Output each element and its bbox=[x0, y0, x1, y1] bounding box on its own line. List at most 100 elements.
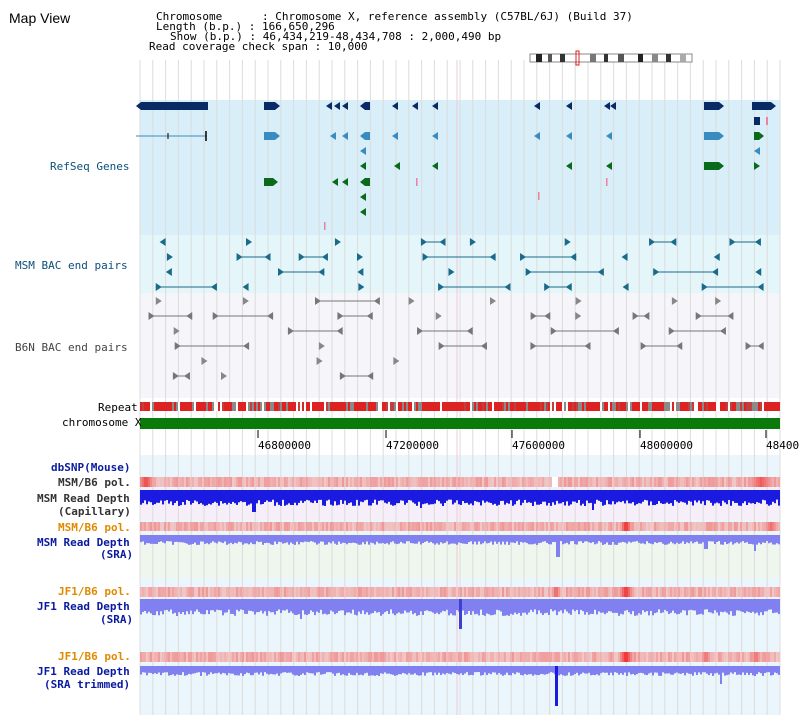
depth-bar bbox=[460, 535, 462, 544]
depth-bar bbox=[616, 490, 618, 503]
repeat-segment bbox=[222, 402, 224, 411]
polymorphism-cell bbox=[306, 522, 308, 531]
polymorphism-cell bbox=[730, 522, 732, 531]
depth-bar bbox=[270, 535, 272, 545]
depth-bar bbox=[252, 535, 254, 545]
polymorphism-cell bbox=[362, 477, 364, 487]
polymorphism-cell bbox=[496, 477, 498, 487]
depth-bar bbox=[218, 599, 220, 611]
polymorphism-cell bbox=[224, 477, 226, 487]
polymorphism-cell bbox=[662, 587, 664, 597]
polymorphism-cell bbox=[594, 652, 596, 662]
depth-bar bbox=[474, 535, 476, 542]
depth-bar bbox=[546, 535, 548, 543]
track-label-msm-pol-2[interactable]: MSM/B6 pol. bbox=[58, 521, 131, 534]
depth-bar bbox=[452, 599, 454, 616]
polymorphism-cell bbox=[702, 522, 704, 531]
depth-bar bbox=[178, 490, 180, 506]
depth-bar bbox=[638, 490, 640, 504]
depth-bar bbox=[320, 599, 322, 610]
repeat-segment bbox=[666, 402, 668, 411]
depth-bar bbox=[562, 599, 564, 614]
gene-arrow bbox=[334, 238, 341, 246]
repeat-segment bbox=[538, 402, 540, 411]
track-label-msm-bac[interactable]: MSM BAC end pairs bbox=[15, 259, 128, 272]
depth-bar bbox=[220, 490, 222, 502]
polymorphism-cell bbox=[430, 587, 432, 597]
polymorphism-cell bbox=[396, 477, 398, 487]
track-label-refseq[interactable]: RefSeq Genes bbox=[50, 160, 130, 173]
depth-bar bbox=[538, 490, 540, 505]
polymorphism-cell bbox=[604, 652, 606, 662]
polymorphism-cell bbox=[514, 522, 516, 531]
track-label-b6n-bac[interactable]: B6N BAC end pairs bbox=[15, 341, 128, 354]
polymorphism-cell bbox=[742, 652, 744, 662]
depth-bar bbox=[158, 535, 160, 543]
depth-bar bbox=[566, 666, 568, 676]
repeat-segment bbox=[478, 402, 480, 411]
polymorphism-cell bbox=[248, 587, 250, 597]
depth-bar bbox=[198, 666, 200, 673]
polymorphism-cell bbox=[214, 477, 216, 487]
polymorphism-cell bbox=[442, 587, 444, 597]
polymorphism-cell bbox=[710, 587, 712, 597]
track-label-msm-pol-1[interactable]: MSM/B6 pol. bbox=[58, 476, 131, 489]
depth-bar bbox=[316, 535, 318, 545]
depth-bar bbox=[192, 599, 194, 615]
depth-bar bbox=[730, 535, 732, 542]
polymorphism-cell bbox=[362, 587, 364, 597]
bac-end-marker bbox=[210, 283, 217, 291]
track-label-jf1-pol-1[interactable]: JF1/B6 pol. bbox=[58, 585, 131, 598]
polymorphism-cell bbox=[672, 522, 674, 531]
polymorphism-cell bbox=[628, 652, 630, 662]
polymorphism-cell bbox=[328, 522, 330, 531]
depth-bar bbox=[144, 599, 146, 611]
depth-bar bbox=[504, 535, 506, 545]
depth-bar bbox=[724, 490, 726, 503]
polymorphism-cell bbox=[632, 522, 634, 531]
polymorphism-cell bbox=[488, 477, 490, 487]
polymorphism-cell bbox=[614, 652, 616, 662]
polymorphism-cell bbox=[166, 522, 168, 531]
polymorphism-cell bbox=[240, 477, 242, 487]
track-label-jf1-pol-2[interactable]: JF1/B6 pol. bbox=[58, 650, 131, 663]
repeat-segment bbox=[240, 402, 242, 411]
polymorphism-cell bbox=[234, 522, 236, 531]
depth-bar bbox=[754, 599, 756, 614]
depth-bar bbox=[278, 535, 280, 542]
track-label-msm-depth-sra[interactable]: MSM Read Depth bbox=[37, 536, 130, 549]
depth-bar bbox=[274, 490, 276, 506]
depth-bar bbox=[542, 535, 544, 542]
axis-tick-label: 48400 bbox=[766, 439, 800, 452]
depth-bar bbox=[414, 599, 416, 614]
depth-bar bbox=[628, 490, 630, 504]
polymorphism-cell bbox=[350, 522, 352, 531]
polymorphism-cell bbox=[510, 477, 512, 487]
track-label-jf1-depth-sra[interactable]: JF1 Read Depth bbox=[37, 600, 130, 613]
polymorphism-cell bbox=[372, 522, 374, 531]
polymorphism-cell bbox=[576, 652, 578, 662]
repeat-segment bbox=[680, 402, 682, 411]
depth-bar bbox=[604, 535, 606, 545]
depth-bar bbox=[638, 535, 640, 543]
polymorphism-cell bbox=[382, 587, 384, 597]
polymorphism-cell bbox=[222, 652, 224, 662]
polymorphism-cell bbox=[244, 522, 246, 531]
polymorphism-cell bbox=[360, 587, 362, 597]
gene-arrow bbox=[201, 357, 208, 365]
polymorphism-cell bbox=[436, 522, 438, 531]
depth-bar bbox=[688, 666, 690, 674]
depth-bar bbox=[688, 490, 690, 501]
depth-bar bbox=[254, 535, 256, 545]
polymorphism-cell bbox=[720, 477, 722, 487]
track-label-jf1-depth-trim[interactable]: JF1 Read Depth bbox=[37, 665, 130, 678]
polymorphism-cell bbox=[192, 522, 194, 531]
bac-end-marker bbox=[757, 283, 764, 291]
depth-bar bbox=[542, 490, 544, 502]
polymorphism-cell bbox=[490, 477, 492, 487]
repeat-segment bbox=[670, 402, 672, 411]
gene-arrow bbox=[221, 372, 228, 380]
track-label-dbsnp[interactable]: dbSNP(Mouse) bbox=[51, 461, 131, 474]
polymorphism-cell bbox=[752, 652, 754, 662]
track-label-msm-depth-cap[interactable]: MSM Read Depth bbox=[37, 492, 130, 505]
